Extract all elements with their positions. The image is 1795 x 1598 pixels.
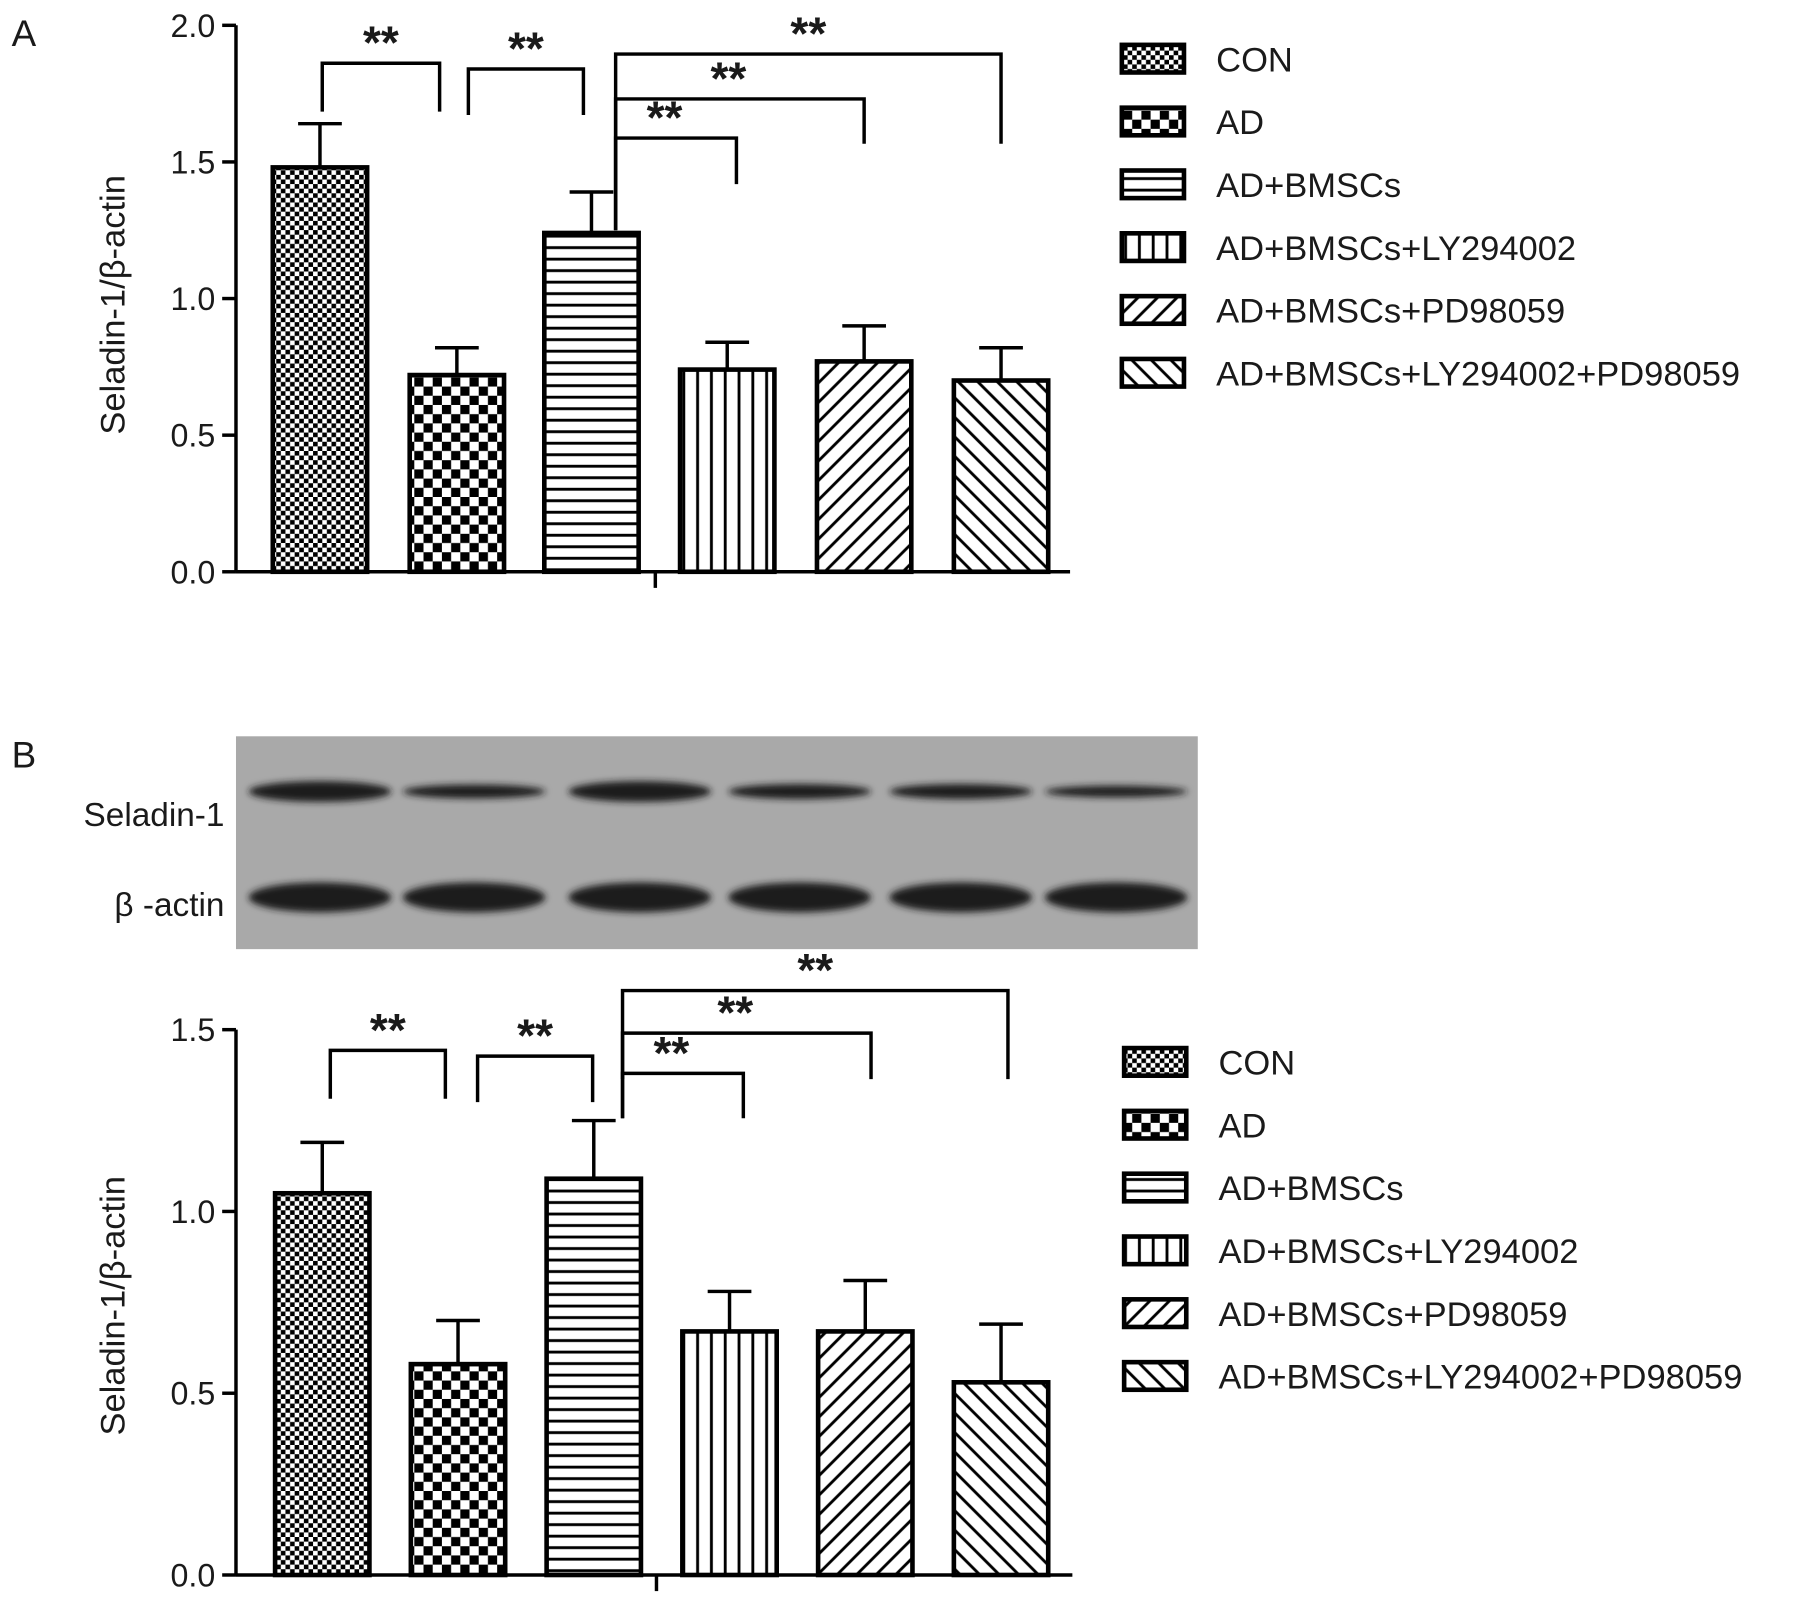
- legend-label: AD+BMSCs: [1218, 1170, 1403, 1208]
- legend-label: AD+BMSCs+LY294002: [1216, 230, 1576, 268]
- y-axis-label: Seladin-1/β-actin: [94, 1176, 132, 1436]
- bar: [542, 230, 641, 575]
- bar: [270, 165, 370, 575]
- bar: [407, 372, 507, 575]
- y-tick-label: 0.0: [170, 554, 215, 590]
- y-tick-label: 0.5: [170, 418, 215, 454]
- significance-label: **: [710, 52, 746, 104]
- bar: [272, 1190, 372, 1578]
- y-tick-label: 1.5: [170, 1012, 215, 1048]
- legend-swatch: [1121, 1359, 1189, 1393]
- y-tick-label: 0.5: [170, 1376, 215, 1412]
- legend-label: AD+BMSCs+LY294002: [1218, 1233, 1578, 1271]
- legend-label: CON: [1216, 41, 1293, 79]
- y-tick-label: 1.0: [170, 1194, 215, 1230]
- significance-bracket: [466, 67, 586, 116]
- significance-bracket: [328, 1048, 448, 1099]
- significance-label: **: [797, 944, 833, 996]
- significance-label: **: [517, 1010, 553, 1062]
- legend-swatch: [1121, 1108, 1189, 1141]
- legend-swatch: [1119, 231, 1187, 264]
- significance-label: **: [363, 17, 399, 69]
- blot-band: [1044, 882, 1188, 913]
- legend-swatch: [1119, 356, 1187, 389]
- significance-bracket: [620, 1071, 746, 1119]
- blot-band: [728, 784, 872, 799]
- significance-bracket: [475, 1054, 595, 1103]
- bar: [680, 1329, 780, 1578]
- y-axis-label: Seladin-1/β-actin: [94, 175, 132, 435]
- blot-band: [248, 882, 392, 913]
- significance-label: **: [790, 7, 826, 59]
- legend-swatch: [1121, 1045, 1189, 1078]
- legend-swatch: [1121, 1171, 1189, 1204]
- bar: [951, 378, 1051, 575]
- significance-label: **: [654, 1027, 690, 1079]
- blot-band: [248, 781, 392, 802]
- y-tick-label: 2.0: [170, 8, 215, 44]
- blot-band: [402, 784, 546, 799]
- legend-label: AD: [1218, 1107, 1266, 1145]
- bar: [951, 1380, 1051, 1578]
- significance-label: **: [370, 1004, 406, 1056]
- bar: [408, 1361, 508, 1578]
- blot-label: β -actin: [114, 887, 224, 924]
- significance-label: **: [508, 22, 544, 74]
- legend-label: AD+BMSCs+PD98059: [1216, 293, 1565, 331]
- blot-label: Seladin-1: [84, 797, 225, 834]
- bar: [815, 1329, 915, 1578]
- significance-bracket: [613, 52, 1003, 231]
- bar: [544, 1176, 644, 1578]
- blot-band: [1044, 785, 1188, 798]
- legend-swatch: [1121, 1297, 1189, 1330]
- y-tick-label: 1.0: [170, 281, 215, 317]
- bar: [814, 359, 914, 575]
- panel-label: B: [12, 734, 37, 775]
- blot-band: [728, 882, 872, 913]
- significance-bracket: [613, 136, 739, 231]
- legend-swatch: [1119, 293, 1187, 327]
- legend-label: AD+BMSCs+LY294002+PD98059: [1216, 355, 1740, 393]
- y-tick-label: 0.0: [170, 1557, 215, 1593]
- legend-swatch: [1121, 1234, 1189, 1267]
- legend-swatch: [1119, 42, 1187, 75]
- panel-label: A: [12, 13, 37, 54]
- bar: [677, 367, 777, 575]
- significance-bracket: [620, 988, 1010, 1119]
- blot-band: [889, 882, 1033, 913]
- blot-band: [889, 784, 1033, 799]
- significance-bracket: [320, 61, 442, 112]
- legend-label: AD+BMSCs+PD98059: [1218, 1296, 1567, 1334]
- blot-band: [568, 882, 712, 913]
- legend-label: AD+BMSCs: [1216, 167, 1401, 205]
- legend-label: CON: [1218, 1045, 1295, 1083]
- legend-label: AD: [1216, 104, 1264, 142]
- y-tick-label: 1.5: [170, 144, 215, 180]
- blot-band: [402, 882, 546, 913]
- legend-swatch: [1119, 105, 1187, 138]
- significance-label: **: [717, 987, 753, 1039]
- blot-image: [235, 736, 1198, 950]
- legend-swatch: [1119, 168, 1187, 201]
- legend-label: AD+BMSCs+LY294002+PD98059: [1218, 1359, 1742, 1397]
- blot-band: [568, 781, 712, 802]
